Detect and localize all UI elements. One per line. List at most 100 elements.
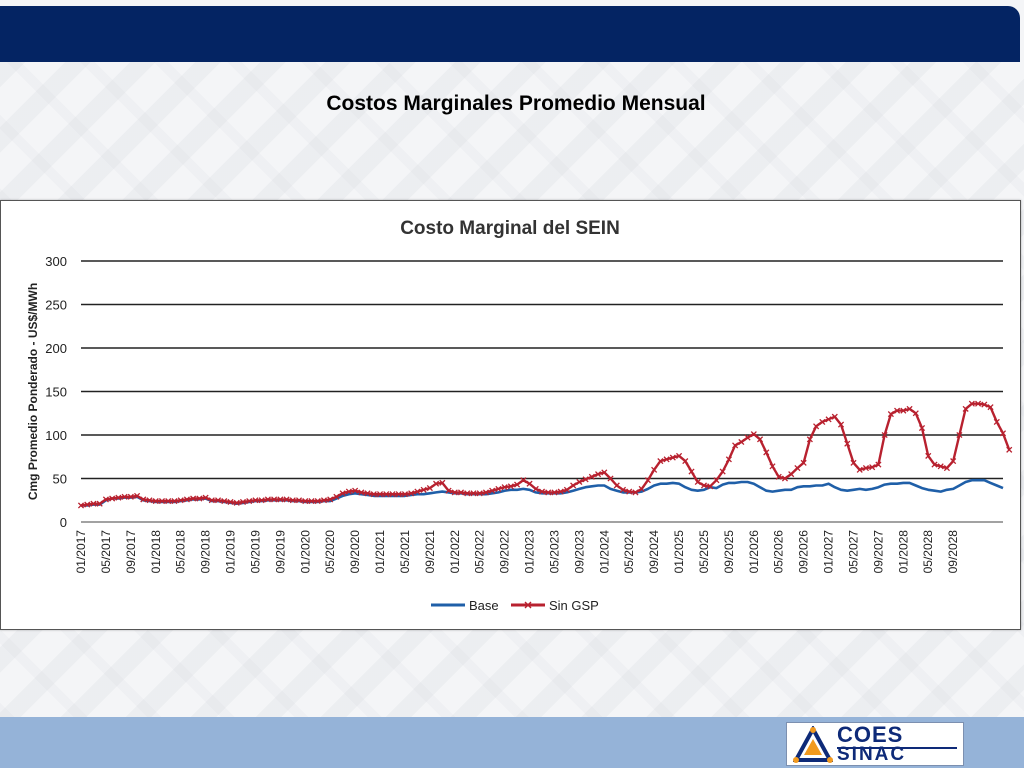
data-point	[750, 431, 757, 438]
data-point	[258, 497, 265, 504]
data-point	[644, 477, 651, 484]
chart-svg: Costo Marginal del SEIN 0 50 100 150 200 250 30…	[26, 218, 1013, 613]
y-tick-label: 0	[60, 515, 67, 530]
data-point	[146, 497, 153, 504]
data-point	[619, 486, 627, 493]
data-point	[426, 485, 433, 492]
x-tick-label: 09/2028	[946, 530, 960, 574]
data-point	[395, 491, 402, 498]
data-point	[84, 501, 91, 508]
data-point	[314, 498, 321, 505]
data-point	[196, 495, 203, 502]
x-tick-label: 09/2021	[423, 530, 437, 574]
data-point	[507, 483, 514, 490]
data-point	[252, 497, 259, 504]
x-tick-label: 09/2026	[797, 530, 811, 574]
y-tick-label: 150	[45, 385, 67, 400]
data-point	[233, 499, 240, 506]
data-point	[134, 492, 141, 499]
x-tick-label: 09/2027	[871, 530, 885, 574]
data-point	[638, 485, 645, 492]
data-point	[283, 496, 290, 503]
data-point	[788, 471, 795, 478]
data-point	[152, 498, 159, 505]
header-bar	[0, 6, 1020, 62]
data-point	[937, 463, 944, 470]
data-point	[308, 498, 315, 505]
data-point	[451, 489, 458, 496]
data-point	[943, 465, 950, 472]
data-point	[806, 436, 813, 443]
data-point	[713, 477, 720, 484]
data-point	[264, 496, 271, 503]
coes-sinac-logo: COES SINAC	[786, 722, 964, 766]
data-point	[295, 497, 303, 504]
x-tick-label: 01/2022	[448, 530, 462, 574]
data-point	[439, 479, 446, 486]
x-tick-label: 05/2021	[398, 530, 412, 574]
data-point	[420, 486, 427, 493]
data-point	[819, 418, 826, 426]
slide-title: Costos Marginales Promedio Mensual	[326, 92, 706, 115]
data-point	[657, 458, 664, 465]
data-point	[165, 498, 172, 505]
data-point	[501, 484, 508, 491]
data-point	[545, 489, 552, 496]
data-point	[489, 487, 496, 494]
x-tick-label: 05/2017	[99, 530, 113, 574]
data-point	[376, 491, 384, 498]
data-point	[626, 488, 633, 495]
y-tick-label: 300	[45, 254, 67, 269]
data-point	[582, 476, 589, 483]
data-point	[837, 421, 845, 428]
data-point	[588, 473, 595, 480]
data-point	[962, 405, 969, 412]
data-point	[90, 500, 97, 507]
logo-text-sinac: SINAC	[837, 744, 907, 765]
logo-text-coes: COES	[837, 723, 957, 749]
data-point	[333, 493, 340, 500]
data-point	[844, 440, 851, 447]
data-point	[414, 488, 421, 495]
data-point	[756, 436, 764, 443]
data-point	[912, 410, 919, 417]
x-tick-label: 01/2027	[822, 530, 836, 574]
data-point	[177, 497, 184, 504]
data-point	[682, 458, 689, 465]
data-point	[700, 482, 708, 489]
data-point	[102, 496, 109, 503]
y-tick-label: 250	[45, 298, 67, 313]
data-point	[370, 491, 377, 498]
data-point	[158, 498, 166, 505]
data-point	[576, 478, 583, 486]
data-point	[981, 401, 988, 408]
x-tick-label: 01/2019	[224, 530, 238, 574]
data-point	[669, 454, 676, 461]
data-point	[482, 489, 489, 496]
data-point	[320, 497, 328, 504]
legend-label: Sin GSP	[549, 598, 599, 613]
data-point	[825, 416, 832, 423]
x-tick-label: 01/2025	[672, 530, 686, 574]
data-point	[744, 434, 751, 441]
x-tick-label: 05/2026	[772, 530, 786, 574]
data-point	[476, 490, 483, 497]
x-tick-label: 09/2020	[348, 530, 362, 574]
data-point	[383, 491, 390, 498]
data-point	[171, 498, 178, 505]
data-point	[121, 493, 128, 500]
x-tick-label: 05/2019	[248, 530, 262, 574]
y-tick-label: 50	[53, 472, 67, 487]
data-point	[732, 442, 739, 449]
data-point	[719, 468, 726, 475]
data-point	[875, 461, 882, 468]
data-point	[688, 468, 695, 475]
legend-marker	[524, 601, 532, 609]
data-point	[557, 488, 564, 495]
data-point	[601, 469, 608, 476]
data-point	[613, 482, 620, 489]
x-tick-label: 05/2028	[921, 530, 935, 574]
data-point	[999, 430, 1007, 437]
data-point	[358, 489, 365, 496]
data-point	[289, 497, 296, 504]
